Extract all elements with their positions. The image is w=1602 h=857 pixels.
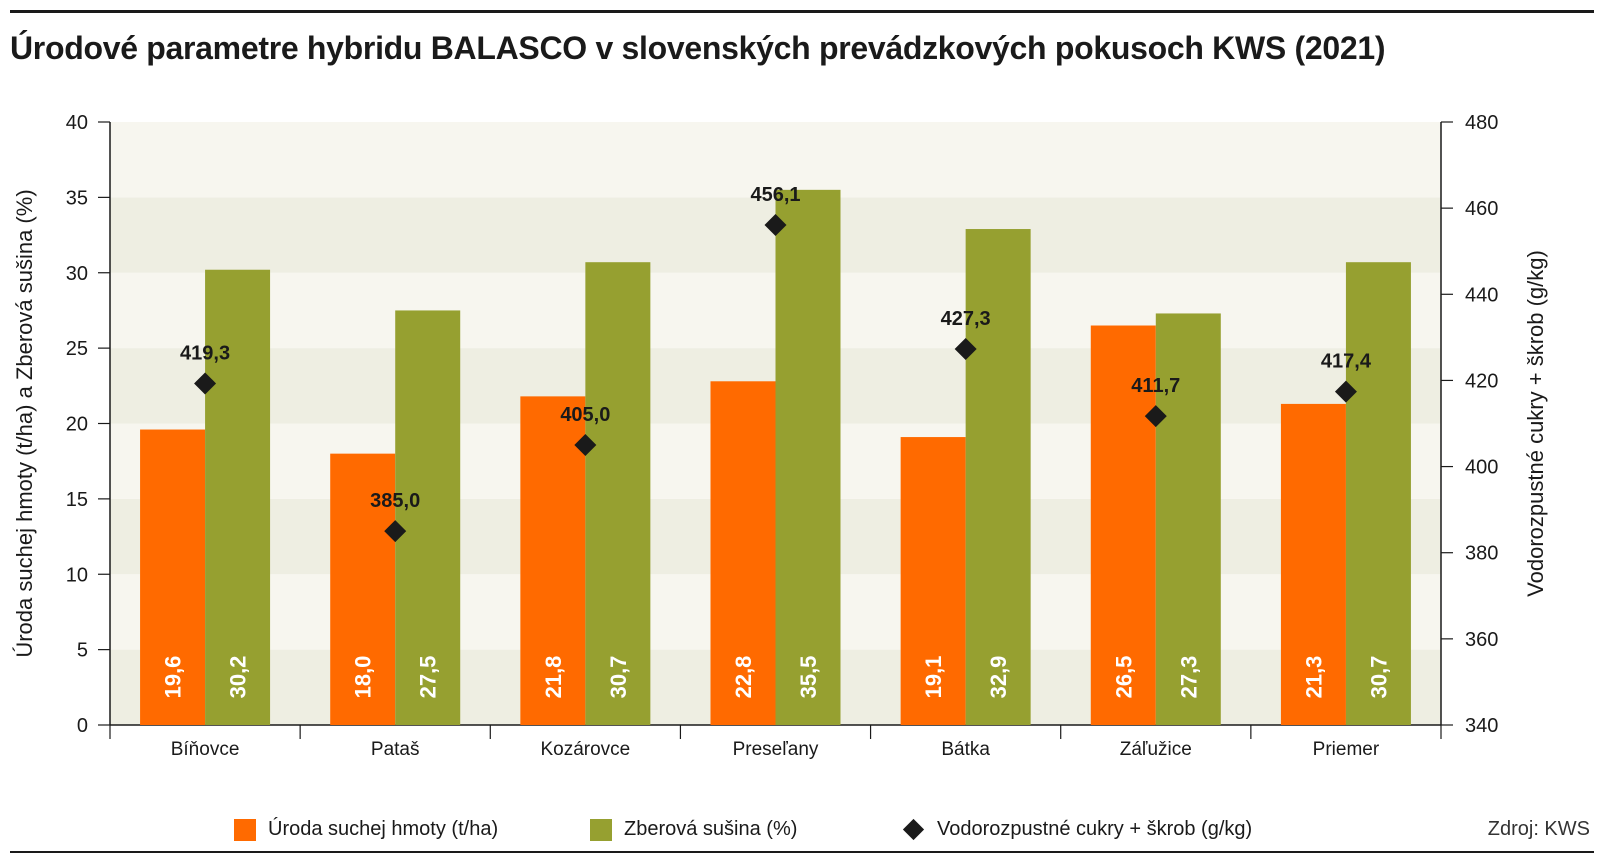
y-tick-label-right: 380	[1465, 543, 1498, 565]
bar-drymatter	[585, 262, 651, 725]
chart-title: Úrodové parametre hybridu BALASCO v slov…	[10, 30, 1386, 66]
bar-label-drymatter: 30,7	[1366, 656, 1391, 699]
bar-yield	[1280, 403, 1346, 725]
legend-label-drymatter: Zberová sušina (%)	[624, 818, 798, 840]
bar-yield	[140, 429, 206, 725]
y-tick-label-left: 0	[77, 715, 88, 737]
bar-drymatter	[965, 229, 1031, 725]
point-sugars	[1334, 380, 1357, 403]
bar-label-yield: 22,8	[731, 656, 756, 699]
bar-drymatter	[205, 269, 271, 725]
bar-drymatter	[775, 189, 841, 725]
y-tick-label-right: 480	[1465, 112, 1498, 134]
x-tick-label: Záľužice	[1120, 739, 1192, 760]
y-tick-label-right: 340	[1465, 715, 1498, 737]
y-tick-label-left: 35	[66, 187, 88, 209]
y-tick-label-right: 360	[1465, 629, 1498, 651]
point-sugars	[194, 372, 217, 395]
bar-label-drymatter: 35,5	[796, 656, 821, 699]
point-sugars	[574, 434, 597, 457]
source-note: Zdroj: KWS	[1487, 818, 1590, 840]
bar-yield	[710, 381, 776, 725]
bar-yield	[520, 396, 586, 725]
y-tick-label-left: 20	[66, 414, 88, 436]
bar-label-drymatter: 27,3	[1176, 656, 1201, 699]
y-tick-label-left: 5	[77, 640, 88, 662]
top-rule	[10, 10, 1594, 13]
bar-label-yield: 21,8	[541, 656, 566, 699]
legend-item-yield: Úroda suchej hmoty (t/ha)	[234, 818, 498, 841]
legend-swatch-orange	[234, 818, 256, 841]
x-tick-label: Kozárovce	[540, 739, 630, 760]
chart-canvas: 0 5 10 15 20 25 30 35 40 340 360 380 400 420 440 460 480…	[12, 112, 1548, 760]
y-tick-label-right: 420	[1465, 370, 1498, 392]
bar-drymatter	[1155, 313, 1221, 725]
point-label-sugars: 427,3	[941, 308, 991, 330]
point-label-sugars: 411,7	[1131, 375, 1180, 397]
legend: Úroda suchej hmoty (t/ha) Zberová sušina…	[0, 818, 1602, 848]
bar-label-yield: 26,5	[1111, 656, 1136, 699]
legend-label-yield: Úroda suchej hmoty (t/ha)	[268, 818, 499, 840]
point-sugars	[954, 337, 977, 360]
bar-label-drymatter: 27,5	[416, 656, 441, 699]
point-label-sugars: 405,0	[560, 404, 610, 426]
y-tick-label-left: 25	[66, 338, 88, 360]
y-tick-label-left: 40	[66, 112, 88, 134]
y-axis-title-right: Vodorozpustné cukry + škrob (g/kg)	[1523, 250, 1548, 597]
bottom-rule	[10, 851, 1594, 853]
y-tick-label-right: 440	[1465, 284, 1498, 306]
bar-drymatter	[1345, 262, 1411, 725]
bar-label-drymatter: 30,7	[606, 656, 631, 699]
y-axis-title-left: Úroda suchej hmoty (t/ha) a Zberová suši…	[12, 189, 37, 657]
x-tick-label: Priemer	[1313, 739, 1380, 760]
bar-yield	[330, 453, 396, 725]
legend-label-sugars: Vodorozpustné cukry + škrob (g/kg)	[937, 818, 1253, 840]
bar-label-yield: 19,1	[921, 656, 946, 699]
legend-diamond-icon	[902, 818, 925, 841]
y-tick-label-left: 15	[66, 489, 88, 511]
bar-label-drymatter: 30,2	[226, 656, 251, 699]
point-sugars	[384, 520, 407, 543]
point-sugars	[764, 213, 787, 236]
y-tick-label-right: 400	[1465, 457, 1498, 479]
bar-label-yield: 18,0	[351, 656, 376, 699]
bar-label-yield: 19,6	[161, 656, 186, 699]
x-tick-label: Pataš	[371, 739, 420, 760]
bar-yield	[900, 437, 966, 725]
grid-band	[110, 122, 1441, 198]
legend-item-drymatter: Zberová sušina (%)	[590, 818, 797, 841]
bar-label-yield: 21,3	[1301, 656, 1326, 699]
bar-label-drymatter: 32,9	[986, 656, 1011, 699]
point-label-sugars: 419,3	[180, 342, 230, 364]
x-tick-label: Bátka	[941, 739, 990, 760]
legend-swatch-olive	[590, 818, 612, 841]
legend-item-sugars: Vodorozpustné cukry + škrob (g/kg)	[902, 818, 1252, 841]
point-label-sugars: 456,1	[750, 184, 800, 206]
x-tick-label: Bíňovce	[171, 739, 240, 760]
y-tick-label-left: 30	[66, 263, 88, 285]
x-tick-label: Preseľany	[733, 739, 819, 760]
bar-drymatter	[395, 310, 461, 725]
y-tick-label-left: 10	[66, 564, 88, 586]
bar-yield	[1090, 325, 1156, 725]
point-label-sugars: 385,0	[370, 490, 420, 512]
point-sugars	[1144, 405, 1167, 428]
point-label-sugars: 417,4	[1321, 351, 1372, 373]
y-tick-label-right: 460	[1465, 198, 1498, 220]
